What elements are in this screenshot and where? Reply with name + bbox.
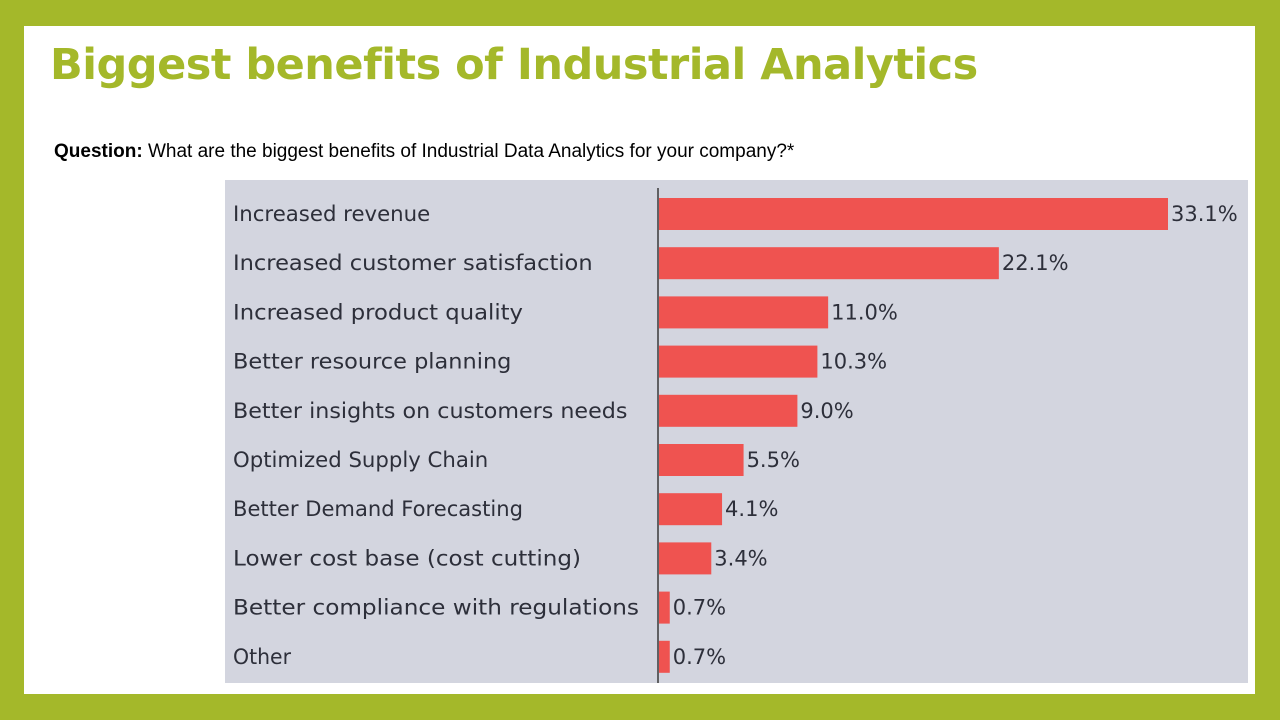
bar (659, 493, 723, 526)
value-label: 3.4% (714, 546, 767, 570)
value-label: 9.0% (800, 399, 853, 423)
bar (659, 542, 712, 575)
value-label: 0.7% (673, 645, 726, 669)
value-label: 5.5% (747, 448, 800, 472)
question-label: Question: (54, 141, 143, 162)
question-body: What are the biggest benefits of Industr… (142, 141, 795, 162)
category-label: Better insights on customers needs (233, 399, 627, 423)
category-label: Better resource planning (233, 350, 511, 374)
bar (659, 296, 829, 329)
bar (659, 394, 798, 427)
bar (659, 345, 818, 378)
value-label: 33.1% (1171, 202, 1238, 226)
bar-chart: Increased revenue 33.1% Increased customer… (225, 180, 1248, 683)
bar (659, 444, 744, 476)
category-label: Lower cost base (cost cutting) (233, 546, 581, 570)
category-label: Better Demand Forecasting (233, 497, 523, 521)
chart-svg: Increased revenue 33.1% Increased customer… (233, 188, 1238, 683)
slide: Biggest benefits of Industrial Analytics… (24, 26, 1255, 694)
value-label: 11.0% (831, 300, 898, 324)
value-label: 22.1% (1002, 251, 1069, 275)
value-label: 0.7% (673, 596, 726, 620)
question-text: Question: What are the biggest benefits … (54, 141, 794, 163)
bar (659, 640, 670, 673)
bar (659, 247, 999, 280)
bar (659, 591, 670, 624)
value-label: 10.3% (820, 350, 887, 374)
category-label: Other (233, 645, 291, 669)
category-label: Increased customer satisfaction (233, 251, 593, 275)
value-label: 4.1% (725, 497, 778, 521)
category-label: Increased revenue (233, 202, 430, 226)
bar (659, 198, 1168, 230)
slide-title: Biggest benefits of Industrial Analytics (50, 40, 978, 90)
category-label: Optimized Supply Chain (233, 448, 488, 472)
category-label: Increased product quality (233, 300, 523, 324)
category-label: Better compliance with regulations (233, 596, 639, 620)
